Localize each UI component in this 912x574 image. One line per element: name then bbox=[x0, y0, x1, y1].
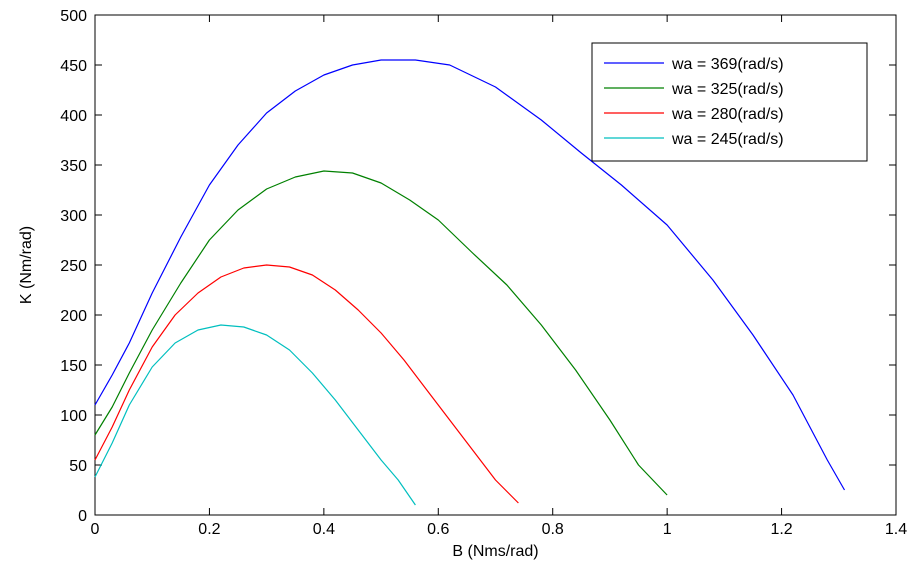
x-tick-label: 0.4 bbox=[313, 521, 335, 538]
series-line-1 bbox=[94, 170, 668, 496]
y-tick-label: 300 bbox=[60, 208, 87, 225]
y-tick-label: 500 bbox=[60, 8, 87, 25]
series-line-2 bbox=[94, 264, 519, 504]
y-axis-label: K (Nm/rad) bbox=[18, 226, 35, 304]
y-tick-label: 400 bbox=[60, 108, 87, 125]
legend-entry-label: wa = 369(rad/s) bbox=[671, 56, 784, 73]
x-tick-label: 0.8 bbox=[542, 521, 564, 538]
series-line-0 bbox=[94, 59, 846, 491]
x-axis-ticks: 0 0.2 0.4 0.6 0.8 1 1.2 1.4 bbox=[91, 15, 907, 538]
x-axis-label: B (Nms/rad) bbox=[452, 543, 538, 560]
x-tick-label: 1.2 bbox=[770, 521, 792, 538]
legend: wa = 369(rad/s) wa = 325(rad/s) wa = 280(r… bbox=[591, 42, 868, 162]
x-tick-label: 0.6 bbox=[427, 521, 449, 538]
y-tick-label: 200 bbox=[60, 308, 87, 325]
y-tick-label: 450 bbox=[60, 58, 87, 75]
y-tick-label: 0 bbox=[78, 508, 87, 525]
x-tick-label: 1 bbox=[663, 521, 672, 538]
series-lines bbox=[94, 59, 846, 506]
x-tick-label: 1.4 bbox=[885, 521, 907, 538]
legend-entry-label: wa = 280(rad/s) bbox=[671, 106, 784, 123]
y-axis-ticks: 0 50 100 150 200 250 300 350 400 450 500 bbox=[60, 8, 896, 525]
series-line-3 bbox=[94, 324, 416, 506]
y-tick-label: 250 bbox=[60, 258, 87, 275]
x-tick-label: 0.2 bbox=[198, 521, 220, 538]
y-tick-label: 350 bbox=[60, 158, 87, 175]
x-tick-label: 0 bbox=[91, 521, 100, 538]
legend-entry-label: wa = 325(rad/s) bbox=[671, 81, 784, 98]
legend-entry-label: wa = 245(rad/s) bbox=[671, 131, 784, 148]
y-tick-label: 100 bbox=[60, 408, 87, 425]
y-tick-label: 50 bbox=[69, 458, 87, 475]
y-tick-label: 150 bbox=[60, 358, 87, 375]
